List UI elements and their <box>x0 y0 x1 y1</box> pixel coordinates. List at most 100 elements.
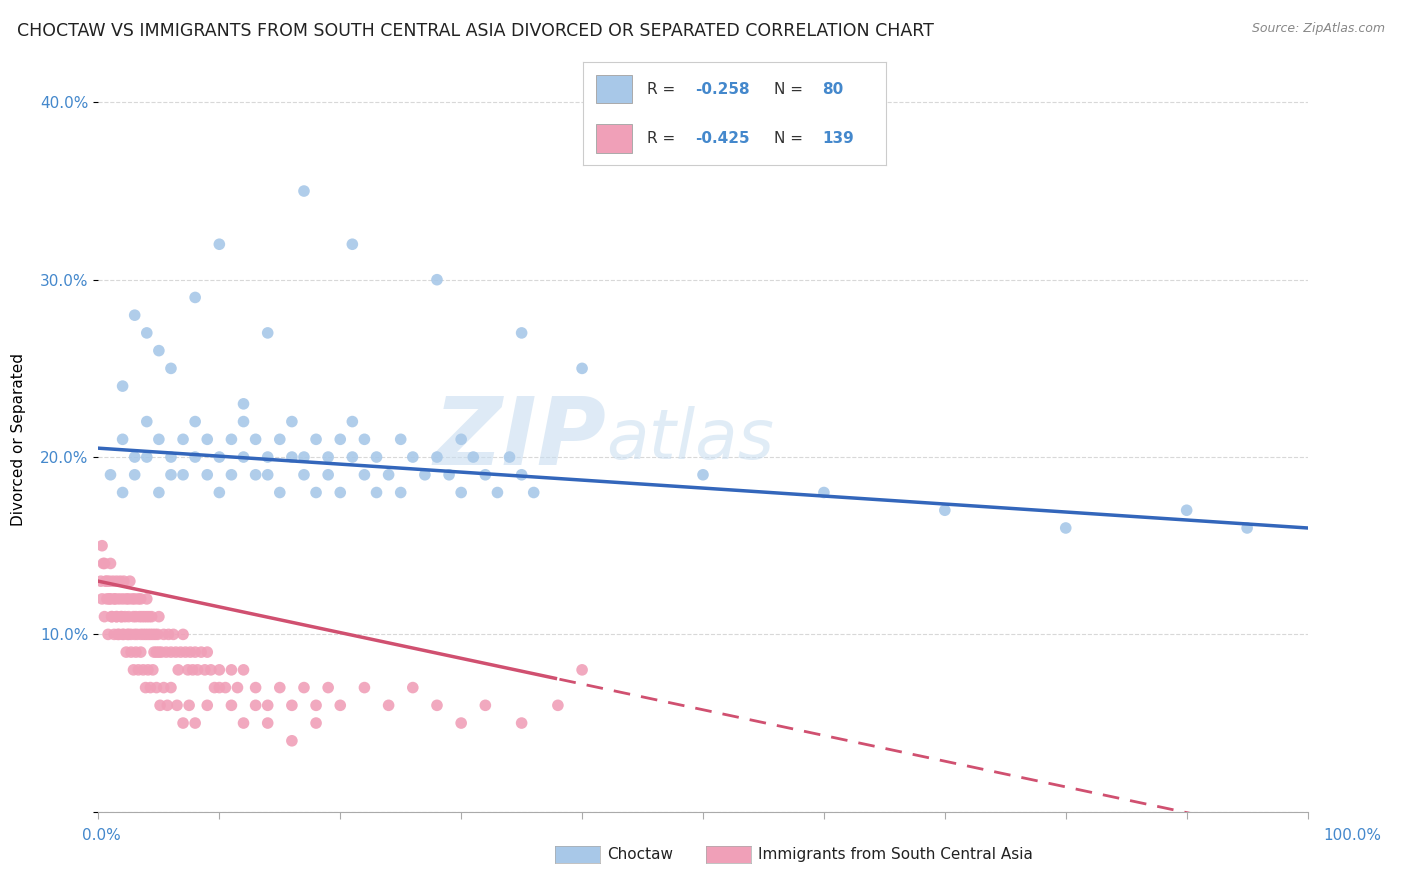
Point <box>232 716 254 731</box>
Point <box>160 467 183 482</box>
Text: Immigrants from South Central Asia: Immigrants from South Central Asia <box>758 847 1033 862</box>
Point <box>281 733 304 747</box>
Point <box>184 645 207 659</box>
Y-axis label: Divorced or Separated: Divorced or Separated <box>11 353 27 525</box>
Point <box>305 716 328 731</box>
Point <box>135 415 157 429</box>
Point <box>200 663 222 677</box>
Point <box>450 716 472 731</box>
Point <box>149 698 172 713</box>
Point <box>127 627 149 641</box>
Point <box>152 681 174 695</box>
Point <box>305 433 328 447</box>
Point <box>402 450 425 464</box>
Point <box>96 591 118 606</box>
Text: 100.0%: 100.0% <box>1323 829 1382 843</box>
Point <box>245 681 267 695</box>
Point <box>437 467 460 482</box>
Point <box>117 627 139 641</box>
Point <box>100 467 122 482</box>
Point <box>184 450 207 464</box>
Point <box>292 681 315 695</box>
Point <box>187 663 209 677</box>
Text: ZIP: ZIP <box>433 393 606 485</box>
Point <box>256 326 278 340</box>
Point <box>245 467 267 482</box>
Point <box>129 645 152 659</box>
Point <box>329 433 352 447</box>
Point <box>160 645 183 659</box>
Point <box>125 645 148 659</box>
Point <box>498 450 520 464</box>
Point <box>103 591 125 606</box>
Point <box>152 627 174 641</box>
Point <box>174 645 197 659</box>
Point <box>124 450 146 464</box>
Point <box>232 450 254 464</box>
Point <box>110 609 132 624</box>
Point <box>177 663 200 677</box>
Point <box>190 645 212 659</box>
Point <box>292 467 315 482</box>
Point <box>90 574 112 589</box>
Point <box>353 467 375 482</box>
Point <box>91 557 114 571</box>
Point <box>245 433 267 447</box>
Point <box>160 681 183 695</box>
Point <box>256 716 278 731</box>
Point <box>195 467 218 482</box>
Point <box>135 450 157 464</box>
Point <box>93 557 115 571</box>
Point <box>269 433 291 447</box>
Point <box>165 645 187 659</box>
Point <box>208 681 231 695</box>
Text: N =: N = <box>773 81 803 96</box>
Point <box>281 450 304 464</box>
Point <box>232 663 254 677</box>
Point <box>214 681 236 695</box>
Point <box>108 627 131 641</box>
Point <box>172 627 194 641</box>
Point <box>160 361 183 376</box>
Point <box>125 609 148 624</box>
Point <box>305 485 328 500</box>
Point <box>172 467 194 482</box>
Point <box>934 503 956 517</box>
Point <box>135 609 157 624</box>
Point <box>96 574 118 589</box>
Point <box>547 698 569 713</box>
Point <box>208 237 231 252</box>
Point <box>108 591 131 606</box>
Point <box>94 574 117 589</box>
Point <box>135 591 157 606</box>
Point <box>135 627 157 641</box>
Point <box>510 716 533 731</box>
Point <box>571 663 593 677</box>
Point <box>426 698 449 713</box>
Point <box>377 467 399 482</box>
Point <box>184 415 207 429</box>
Point <box>329 485 352 500</box>
Bar <box>596 75 631 103</box>
Point <box>486 485 509 500</box>
Point <box>111 627 134 641</box>
Point <box>131 609 153 624</box>
Point <box>1236 521 1258 535</box>
Point <box>104 591 127 606</box>
Point <box>232 415 254 429</box>
Text: 80: 80 <box>823 81 844 96</box>
Point <box>132 663 155 677</box>
Point <box>118 609 141 624</box>
Point <box>342 450 364 464</box>
Text: -0.425: -0.425 <box>696 131 749 146</box>
Point <box>146 627 169 641</box>
Point <box>1175 503 1198 517</box>
Point <box>118 574 141 589</box>
Point <box>98 591 121 606</box>
Point <box>120 627 142 641</box>
Point <box>112 627 135 641</box>
Point <box>232 397 254 411</box>
Point <box>194 663 217 677</box>
Point <box>281 698 304 713</box>
Point <box>127 591 149 606</box>
